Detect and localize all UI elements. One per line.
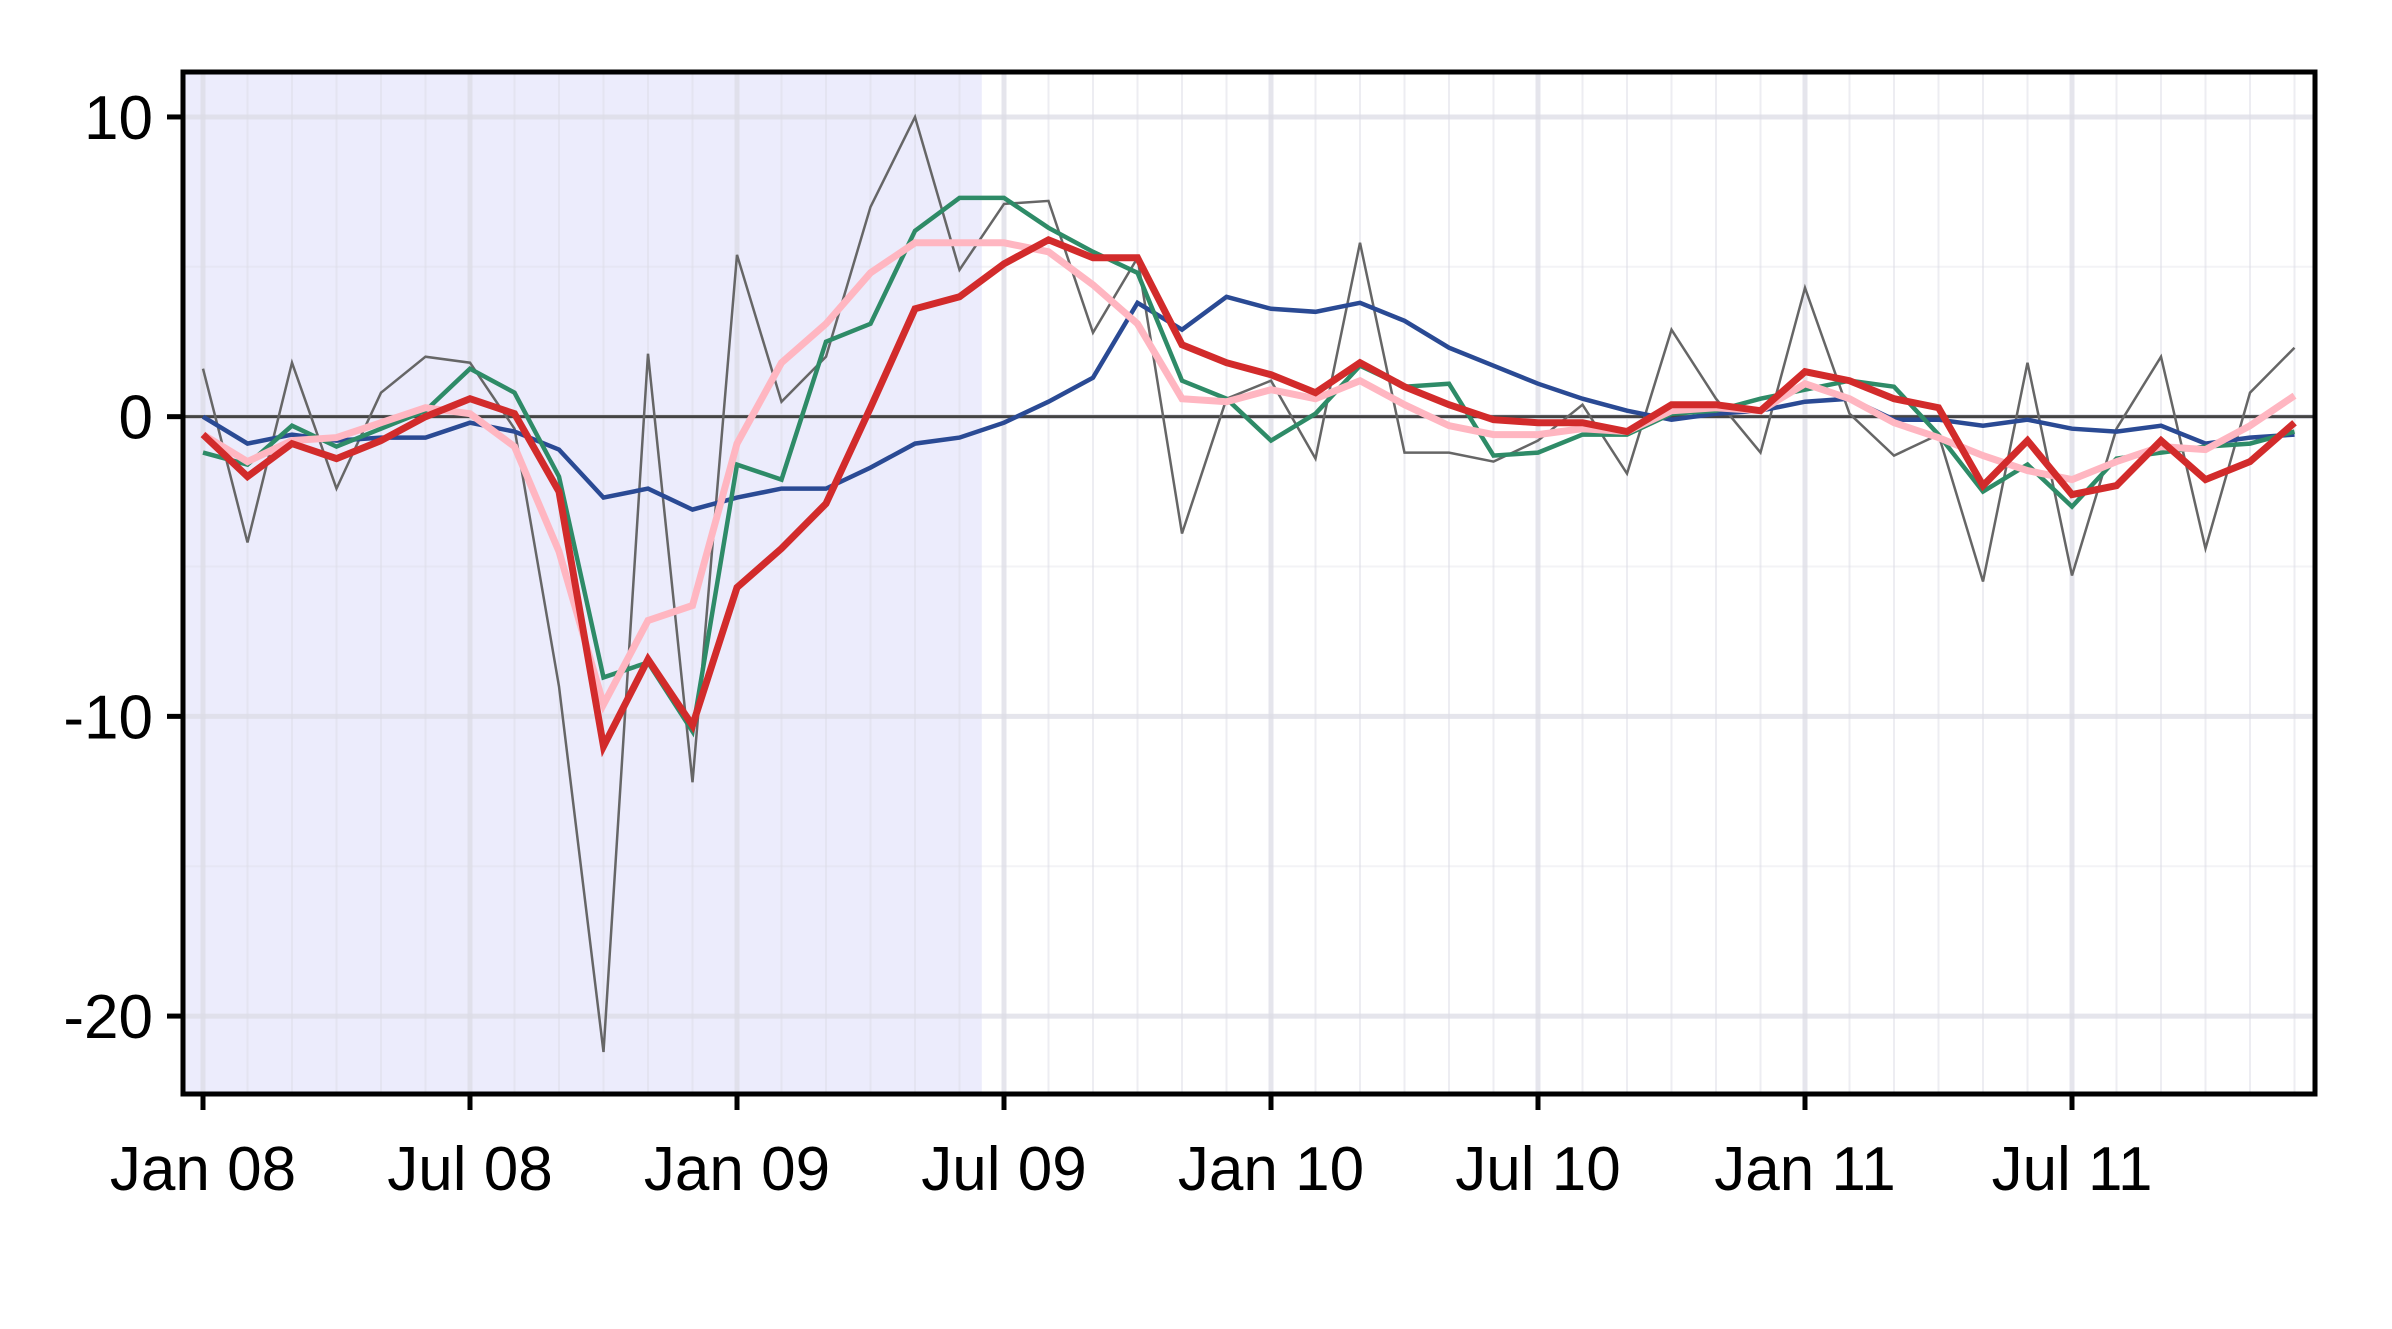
gridlines-layer bbox=[185, 74, 2318, 1092]
series-line-5 bbox=[200, 235, 2297, 758]
x-tick-label: Jan 09 bbox=[644, 1135, 830, 1204]
series-layer bbox=[200, 113, 2297, 1053]
y-tick-label: -20 bbox=[63, 983, 153, 1052]
series-line-1 bbox=[201, 113, 2296, 1053]
x-tick-label: Jan 10 bbox=[1178, 1135, 1364, 1204]
y-tick-label: 10 bbox=[84, 84, 153, 153]
series-line-4 bbox=[201, 239, 2297, 714]
x-tick-label: Jan 08 bbox=[110, 1135, 296, 1204]
x-tick-label: Jul 09 bbox=[921, 1135, 1086, 1204]
x-tick-label: Jan 11 bbox=[1714, 1135, 1896, 1204]
y-tick-label: -10 bbox=[63, 683, 153, 752]
x-tick-label: Jul 10 bbox=[1455, 1135, 1620, 1204]
plot-frame bbox=[180, 69, 2318, 1097]
y-tick-label: 0 bbox=[119, 384, 153, 453]
x-tick-label: Jul 11 bbox=[1992, 1135, 2153, 1204]
x-tick-label: Jul 08 bbox=[387, 1135, 552, 1204]
axes-layer: 10 0 -10 -20 Jan 08 Jul 08 Jan 09 Jul 09 Jan 10 J… bbox=[63, 84, 2152, 1204]
